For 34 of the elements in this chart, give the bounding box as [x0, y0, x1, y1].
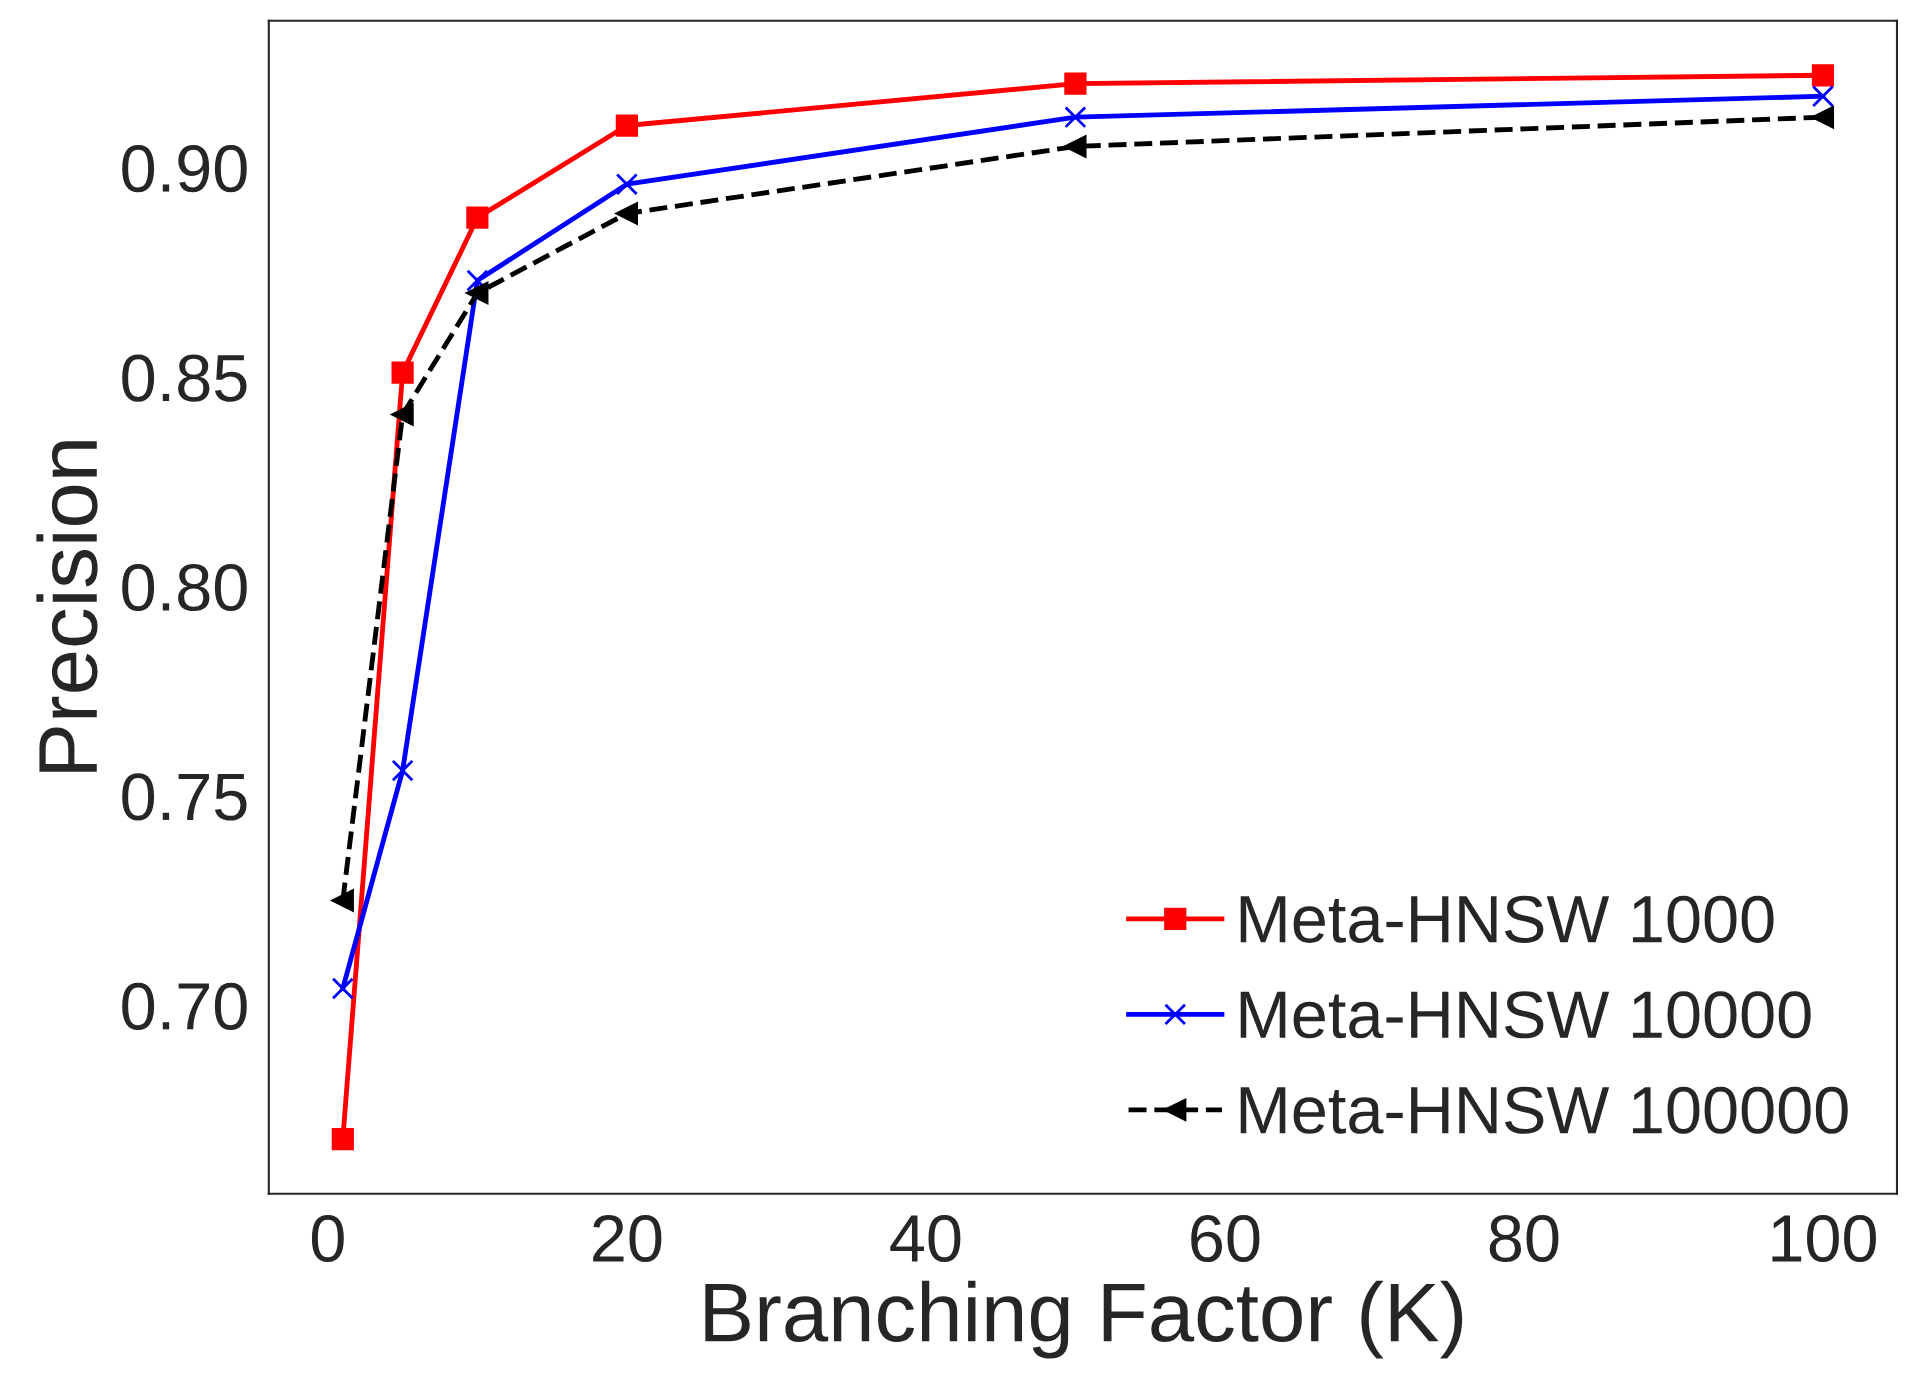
point: [615, 114, 638, 137]
point: [1811, 85, 1835, 108]
legend-label: Meta-HNSW 1000: [1240, 895, 1774, 943]
point: [466, 281, 489, 305]
x-tick-label: 20: [593, 1214, 662, 1263]
x-tick-label: 40: [890, 1214, 961, 1263]
point: [1811, 106, 1835, 129]
y-tick-label: 0.90: [122, 145, 247, 193]
point: [615, 173, 638, 196]
point: [391, 361, 414, 384]
point: [331, 889, 354, 912]
point: [466, 269, 489, 292]
x-tick-label: 80: [1489, 1214, 1559, 1263]
x-tick-label: 60: [1191, 1214, 1260, 1263]
y-tick-label: 0.70: [122, 982, 247, 1030]
point: [466, 206, 489, 229]
legend-label: Meta-HNSW 100000: [1240, 1086, 1848, 1134]
y-tick-label: 0.85: [122, 354, 247, 402]
y-tick-label: 0.75: [122, 773, 247, 821]
point: [1811, 64, 1835, 87]
point: [615, 202, 638, 225]
point: [1064, 106, 1087, 129]
point: [1064, 72, 1087, 95]
point: [331, 1128, 354, 1151]
y-axis-title: Precision: [36, 441, 98, 772]
point: [391, 403, 414, 426]
x-tick-label: 0: [311, 1214, 344, 1263]
x-axis-title: Branching Factor (K): [705, 1280, 1463, 1359]
point: [331, 977, 354, 1000]
point: [391, 759, 414, 782]
point: [1064, 135, 1087, 158]
legend-label: Meta-HNSW 10000: [1240, 991, 1811, 1039]
x-tick-label: 100: [1772, 1214, 1876, 1263]
y-tick-label: 0.80: [122, 563, 247, 612]
